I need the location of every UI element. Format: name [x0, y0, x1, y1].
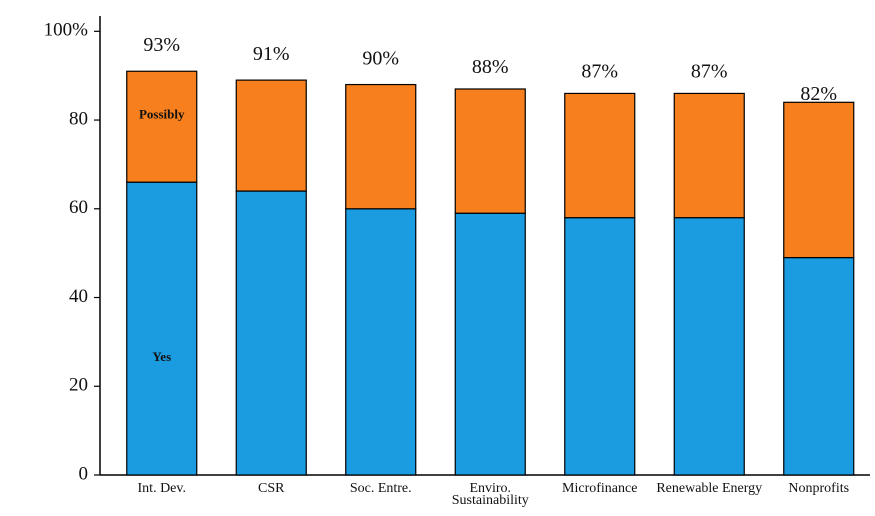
bar-segment: [235, 190, 307, 476]
y-tick-label: 60: [69, 197, 88, 218]
y-tick-label: 40: [69, 286, 88, 307]
bar-segment: [783, 256, 855, 476]
series-label: Yes: [152, 349, 171, 364]
x-tick-label: CSR: [258, 481, 285, 496]
x-tick-label: Enviro. Sustainability: [451, 481, 529, 508]
total-label: 90%: [362, 47, 399, 69]
bar-segment: [454, 212, 526, 476]
x-tick-label: Soc. Entre.: [349, 481, 412, 496]
y-tick-label: 100%: [44, 20, 89, 41]
bar-segment: [454, 88, 526, 214]
total-label: 93%: [143, 34, 180, 56]
total-label: 91%: [253, 43, 290, 65]
bar-segment: [126, 70, 198, 183]
x-tick-label: Nonprofits: [788, 481, 850, 496]
y-tick-label: 20: [69, 375, 88, 396]
total-label: 87%: [691, 61, 728, 83]
bar-segment: [673, 217, 745, 476]
total-label: 87%: [581, 61, 618, 83]
bar-segment: [235, 79, 307, 192]
bar-segment: [783, 101, 855, 259]
x-tick-label: Renewable Energy: [656, 481, 763, 496]
x-tick-label: Int. Dev.: [137, 481, 186, 496]
bar-segment: [345, 83, 417, 210]
bar-segment: [564, 92, 636, 219]
bar-segment: [126, 181, 198, 476]
series-label: Possibly: [139, 107, 185, 122]
bar-segment: [673, 92, 745, 219]
x-tick-label: Microfinance: [562, 481, 638, 496]
y-tick-label: 80: [69, 108, 88, 129]
bar-segment: [345, 208, 417, 476]
total-label: 82%: [800, 83, 837, 105]
y-tick-label: 0: [79, 463, 89, 484]
bar-segment: [564, 217, 636, 476]
total-label: 88%: [472, 56, 509, 78]
